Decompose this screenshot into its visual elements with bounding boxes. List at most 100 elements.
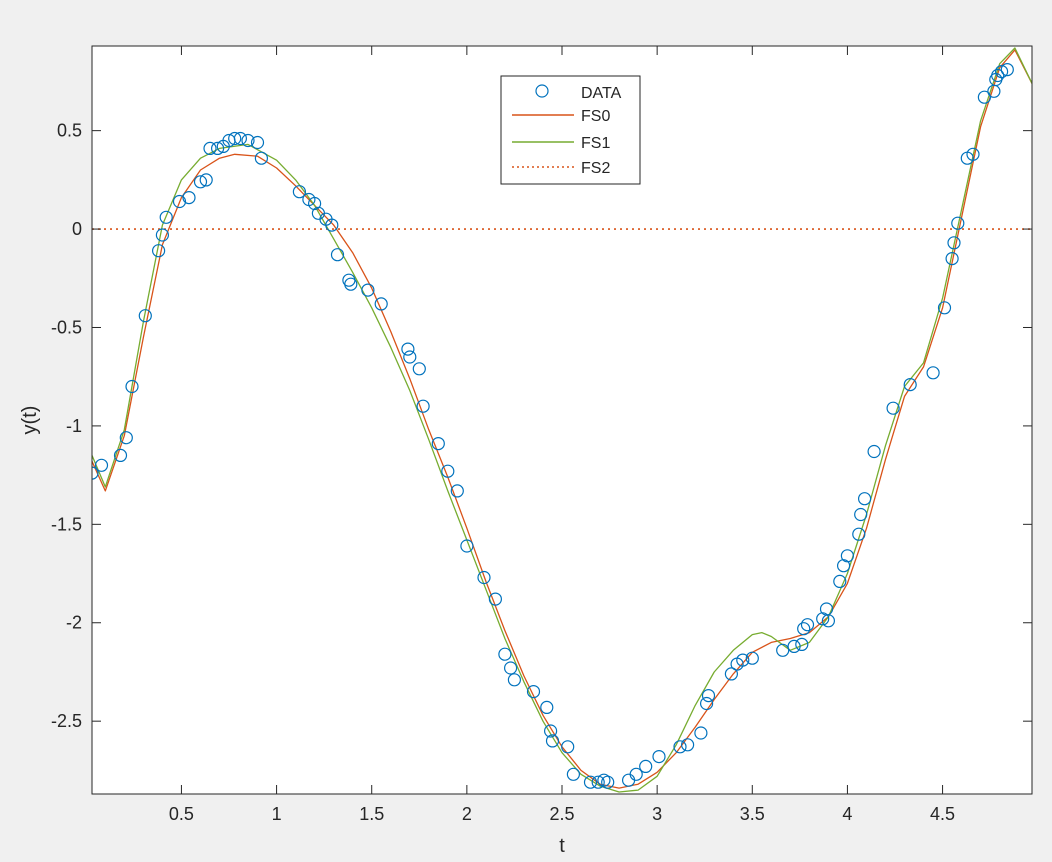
- data-point: [583, 775, 598, 789]
- data-point: [526, 684, 541, 699]
- data-point: [816, 612, 830, 626]
- data-point: [1000, 62, 1014, 77]
- data-point: [119, 431, 133, 445]
- y-tick-label: -0.5: [51, 317, 82, 337]
- data-point: [601, 775, 615, 789]
- data-point: [937, 301, 952, 315]
- data-point: [821, 614, 836, 628]
- data-point: [673, 740, 687, 754]
- y-tick-label: 0.5: [57, 121, 82, 141]
- x-tick-label: 4.5: [930, 804, 955, 824]
- data-point: [138, 309, 152, 323]
- data-point: [857, 492, 872, 506]
- data-point: [203, 141, 217, 155]
- legend-label-fs1: FS1: [581, 135, 610, 152]
- x-tick-label: 4: [842, 804, 852, 824]
- data-point: [344, 277, 358, 291]
- data-point: [488, 592, 502, 606]
- x-tick-label: 2: [462, 804, 472, 824]
- data-point: [308, 196, 322, 211]
- y-tick-label: -1.5: [51, 514, 82, 534]
- data-point: [507, 673, 522, 687]
- y-tick-label: -2.5: [51, 711, 82, 731]
- data-point: [886, 401, 900, 415]
- data-point: [374, 297, 388, 311]
- data-point: [228, 131, 242, 146]
- data-point: [477, 570, 491, 585]
- data-point: [403, 350, 417, 364]
- x-tick-label: 3.5: [740, 804, 765, 824]
- data-point: [94, 458, 109, 472]
- y-tick-label: 0: [72, 219, 82, 239]
- data-point: [852, 527, 866, 541]
- data-point: [431, 437, 445, 451]
- data-point: [540, 700, 554, 715]
- data-point: [699, 696, 714, 711]
- legend-label-fs2: FS2: [581, 160, 610, 177]
- data-point: [254, 151, 268, 165]
- data-point: [193, 175, 208, 189]
- x-tick-label: 2.5: [549, 804, 574, 824]
- plot-area: [92, 47, 1032, 793]
- data-point: [460, 539, 474, 553]
- data-point: [330, 248, 345, 262]
- data-point: [182, 191, 196, 205]
- data-point: [211, 141, 225, 155]
- data-point: [945, 252, 959, 266]
- data-point: [325, 218, 339, 232]
- series-line-fs1: [92, 47, 1032, 793]
- x-tick-label: 1: [272, 804, 282, 824]
- data-point: [840, 549, 855, 563]
- data-point: [155, 228, 169, 242]
- data-point: [241, 133, 255, 148]
- data-point: [416, 399, 430, 413]
- legend-marker-data: [535, 84, 549, 98]
- data-point: [833, 574, 847, 589]
- legend-label-data: DATA: [581, 85, 622, 102]
- data-point: [977, 90, 992, 104]
- data-point: [233, 131, 247, 146]
- data-point: [545, 734, 560, 748]
- data-point: [795, 637, 809, 652]
- y-axis-label: y(t): [19, 406, 41, 435]
- data-point: [787, 639, 801, 654]
- data-point: [966, 147, 980, 161]
- data-point: [736, 653, 750, 667]
- data-point: [629, 767, 643, 781]
- data-point: [680, 738, 695, 752]
- y-tick-label: -2: [66, 613, 82, 633]
- legend: DATA FS0 FS1 FS2: [500, 75, 641, 185]
- data-point: [867, 444, 881, 459]
- data-point: [903, 378, 917, 392]
- data-point: [797, 622, 811, 636]
- x-tick-label: 3: [652, 804, 662, 824]
- data-point: [724, 667, 739, 681]
- data-point: [292, 185, 306, 199]
- data-point: [199, 173, 213, 187]
- data-point: [113, 448, 128, 462]
- data-point: [951, 216, 965, 230]
- data-point: [701, 688, 716, 703]
- x-tick-label: 1.5: [359, 804, 384, 824]
- legend-label-fs0: FS0: [581, 108, 610, 125]
- data-point: [498, 647, 512, 661]
- data-point: [152, 244, 166, 258]
- data-point: [250, 135, 265, 150]
- data-point: [652, 749, 666, 764]
- data-point: [561, 740, 575, 754]
- data-point: [441, 464, 455, 478]
- data-point: [800, 618, 815, 632]
- y-tick-label: -1: [66, 416, 82, 436]
- x-tick-label: 0.5: [169, 804, 194, 824]
- data-point: [361, 283, 375, 297]
- data-point: [125, 379, 139, 394]
- data-point: [991, 68, 1005, 83]
- x-axis-label: t: [559, 835, 565, 857]
- data-point: [172, 194, 187, 209]
- data-point: [591, 775, 605, 789]
- data-point: [745, 651, 759, 665]
- data-point: [947, 236, 961, 250]
- data-point: [639, 759, 653, 774]
- data-point: [926, 366, 940, 380]
